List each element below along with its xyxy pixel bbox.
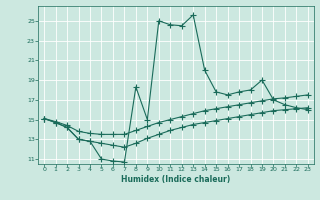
X-axis label: Humidex (Indice chaleur): Humidex (Indice chaleur): [121, 175, 231, 184]
